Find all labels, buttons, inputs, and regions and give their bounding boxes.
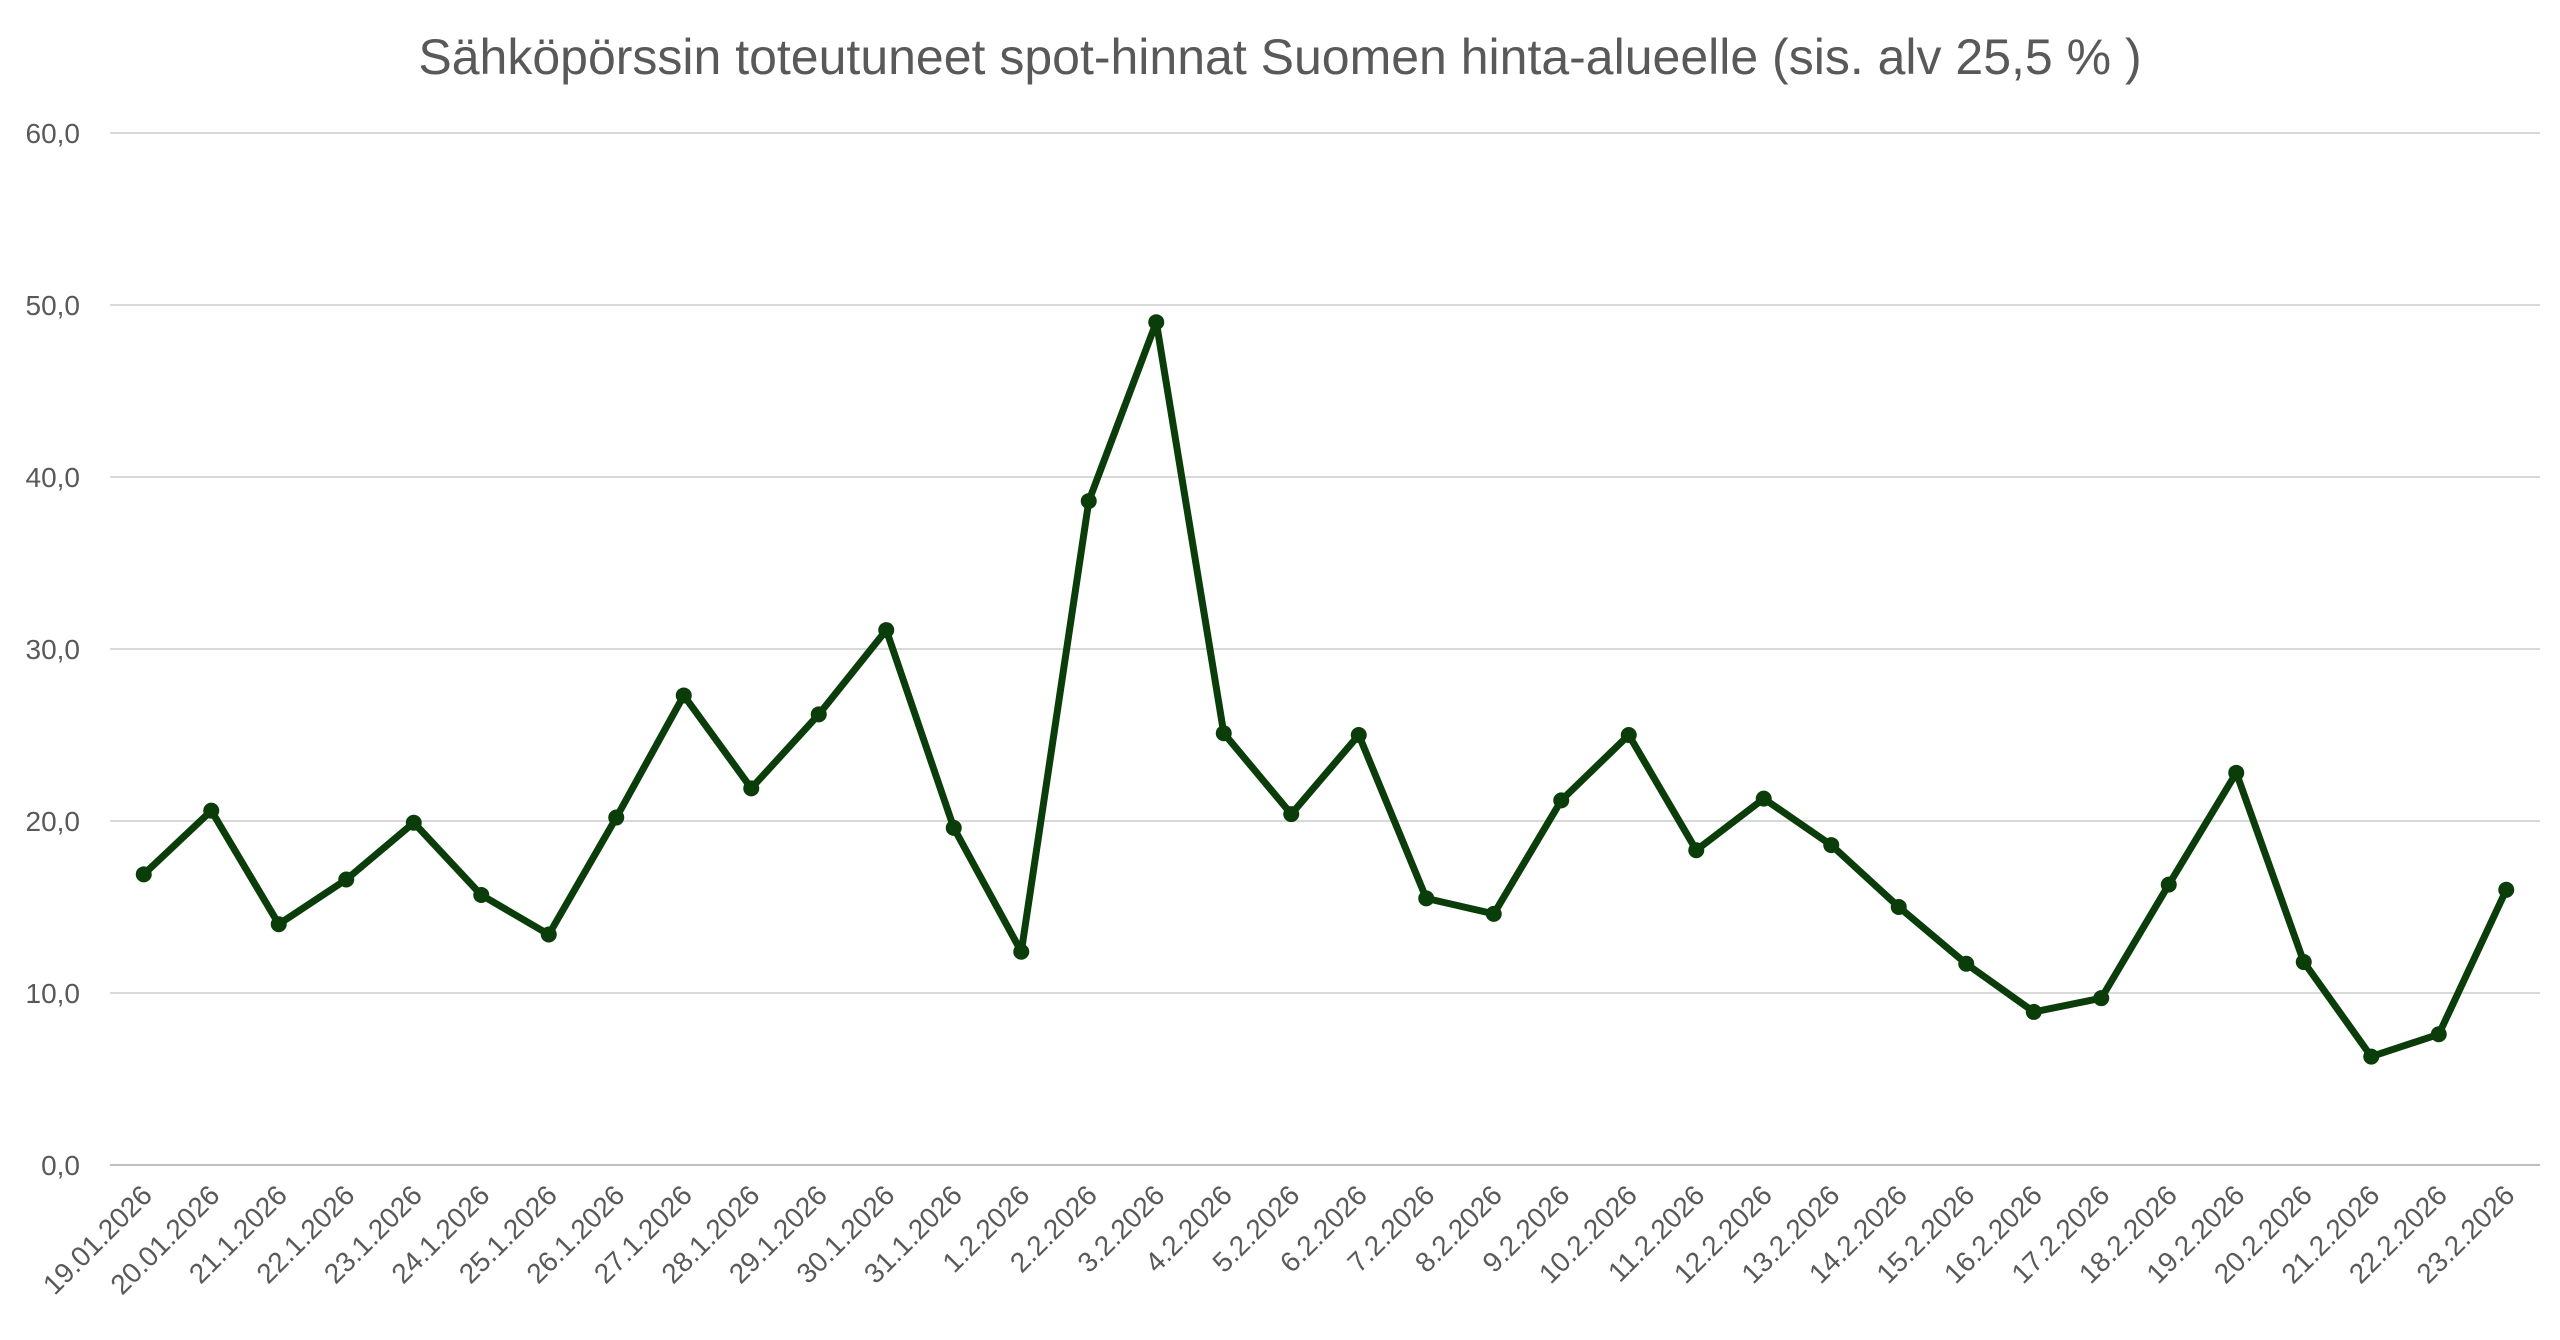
data-point bbox=[338, 871, 355, 888]
data-point bbox=[1755, 790, 1772, 807]
data-point bbox=[135, 866, 152, 883]
grid bbox=[110, 132, 2540, 1166]
data-point bbox=[1080, 493, 1097, 510]
data-point bbox=[1215, 725, 1232, 742]
data-point bbox=[203, 802, 220, 819]
data-point bbox=[1688, 842, 1705, 859]
y-tick-label: 30,0 bbox=[26, 634, 81, 665]
data-point bbox=[1890, 899, 1907, 915]
x-axis-ticks: 19.01.202620.01.202621.1.202622.1.202623… bbox=[37, 1179, 2521, 1300]
data-point bbox=[878, 622, 895, 639]
y-tick-label: 0,0 bbox=[41, 1150, 80, 1181]
data-point bbox=[1350, 727, 1367, 743]
data-point bbox=[270, 916, 287, 933]
data-point bbox=[405, 814, 422, 831]
data-point bbox=[945, 819, 962, 836]
y-tick-label: 60,0 bbox=[26, 118, 81, 149]
data-point bbox=[743, 780, 760, 797]
series bbox=[135, 314, 2515, 1065]
y-tick-label: 40,0 bbox=[26, 462, 81, 493]
chart-title: Sähköpörssin toteutuneet spot-hinnat Suo… bbox=[418, 29, 2142, 85]
data-point bbox=[2093, 990, 2110, 1007]
data-point bbox=[675, 687, 692, 704]
data-point bbox=[2160, 876, 2177, 893]
data-point bbox=[608, 809, 625, 826]
data-point bbox=[1553, 792, 1570, 809]
data-point bbox=[810, 706, 827, 723]
y-tick-label: 50,0 bbox=[26, 290, 81, 321]
data-point bbox=[1958, 955, 1975, 972]
data-point bbox=[1418, 890, 1435, 907]
data-point bbox=[1283, 806, 1300, 823]
data-point bbox=[1013, 943, 1030, 960]
y-axis-ticks: 0,0 10,0 20,0 30,0 40,0 50,0 60,0 bbox=[26, 118, 81, 1181]
data-point bbox=[473, 886, 490, 903]
data-point bbox=[2025, 1003, 2042, 1020]
series-line bbox=[140, 318, 2510, 1061]
data-point bbox=[2228, 764, 2245, 781]
data-point bbox=[2430, 1026, 2447, 1043]
y-tick-label: 20,0 bbox=[26, 806, 81, 837]
data-point bbox=[1148, 314, 1165, 331]
data-point bbox=[2498, 881, 2515, 898]
data-point bbox=[2295, 954, 2312, 971]
data-point bbox=[2363, 1048, 2380, 1065]
data-point bbox=[1823, 837, 1840, 854]
data-point bbox=[1485, 905, 1502, 922]
y-tick-label: 10,0 bbox=[26, 978, 81, 1009]
data-point bbox=[540, 926, 557, 943]
data-point bbox=[1620, 727, 1637, 743]
